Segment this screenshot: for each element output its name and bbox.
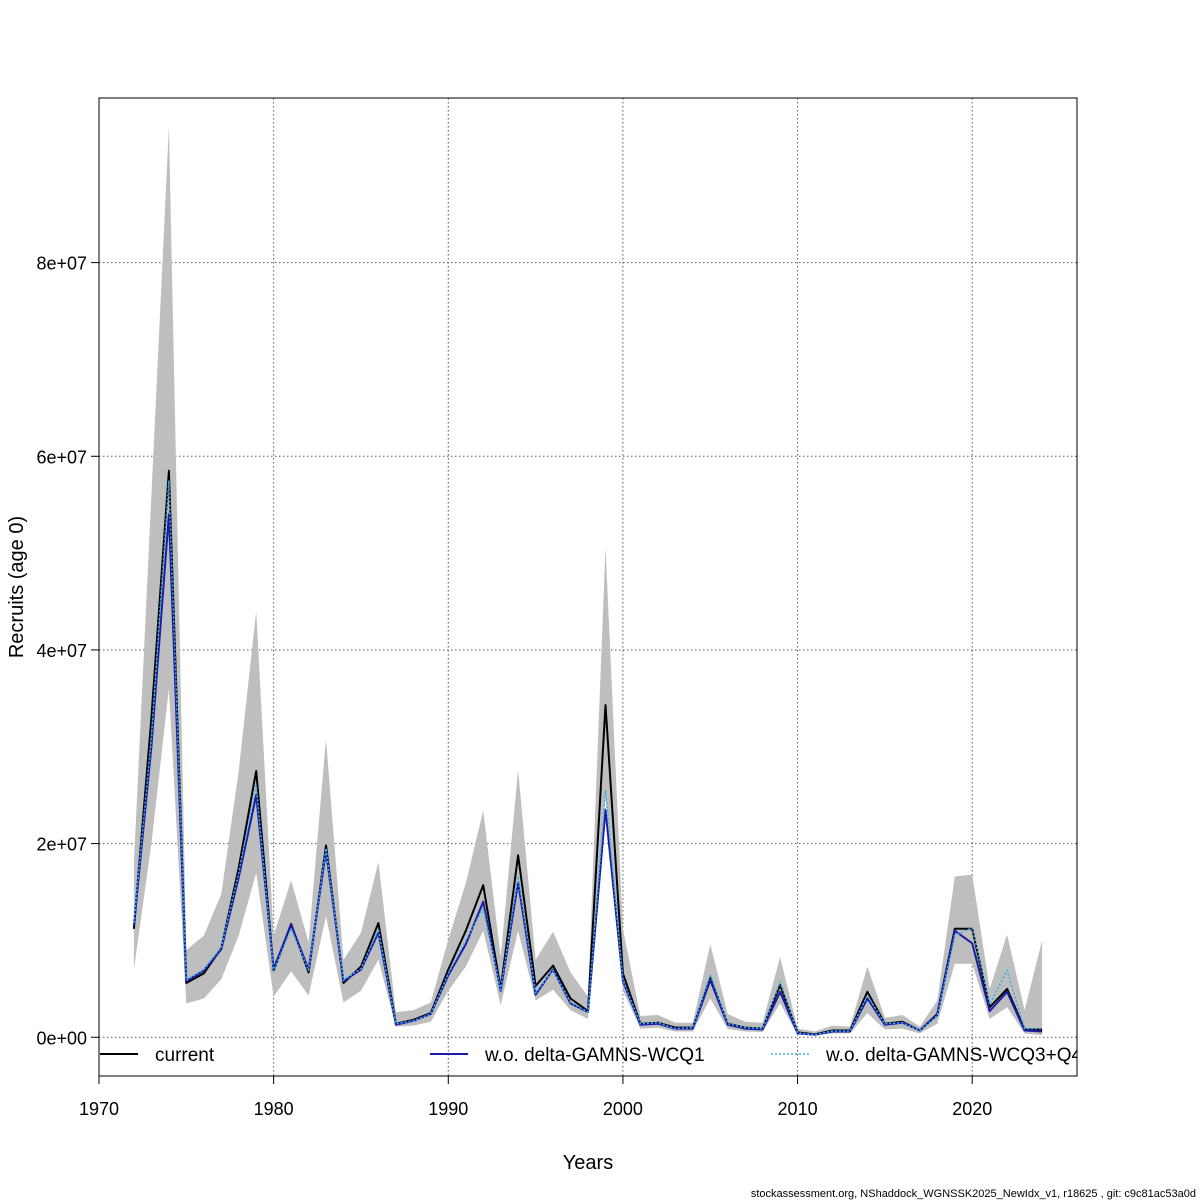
y-axis: 0e+00 2e+07 4e+07 6e+07 8e+07	[36, 254, 99, 1048]
y-axis-title: Recruits (age 0)	[6, 516, 28, 658]
confidence-band-area	[133, 127, 1043, 1036]
y-tick-label: 6e+07	[36, 447, 87, 467]
x-tick-label: 2010	[778, 1099, 818, 1119]
footer-note: stockassessment.org, NShaddock_WGNSSK202…	[751, 1188, 1196, 1200]
legend-label-w-o-delta-gamns-wcq3-q4: w.o. delta-GAMNS-WCQ3+Q4	[825, 1045, 1082, 1066]
confidence-band	[133, 127, 1043, 1036]
legend-label-current: current	[155, 1045, 215, 1066]
legend-label-w-o-delta-gamns-wcq1: w.o. delta-GAMNS-WCQ1	[484, 1045, 705, 1066]
plot-frame	[98, 97, 1078, 1077]
x-tick-label: 1980	[254, 1099, 294, 1119]
legend: current w.o. delta-GAMNS-WCQ1 w.o. delta-G…	[100, 1045, 1082, 1066]
x-tick-label: 1990	[428, 1099, 468, 1119]
y-tick-label: 4e+07	[36, 641, 87, 661]
y-tick-label: 2e+07	[36, 835, 87, 855]
series-lines	[132, 469, 1043, 1036]
x-axis-title: Years	[563, 1152, 613, 1174]
x-tick-label: 1970	[79, 1099, 119, 1119]
x-axis: 1970 1980 1990 2000 2010 2020	[79, 1076, 992, 1119]
y-tick-label: 0e+00	[36, 1028, 87, 1048]
y-tick-label: 8e+07	[36, 254, 87, 274]
x-tick-label: 2000	[603, 1099, 643, 1119]
x-tick-label: 2020	[952, 1099, 992, 1119]
grid-lines	[98, 98, 1077, 1076]
series-line-w-o-delta-gamns-wcq3-q4	[133, 479, 1043, 1036]
